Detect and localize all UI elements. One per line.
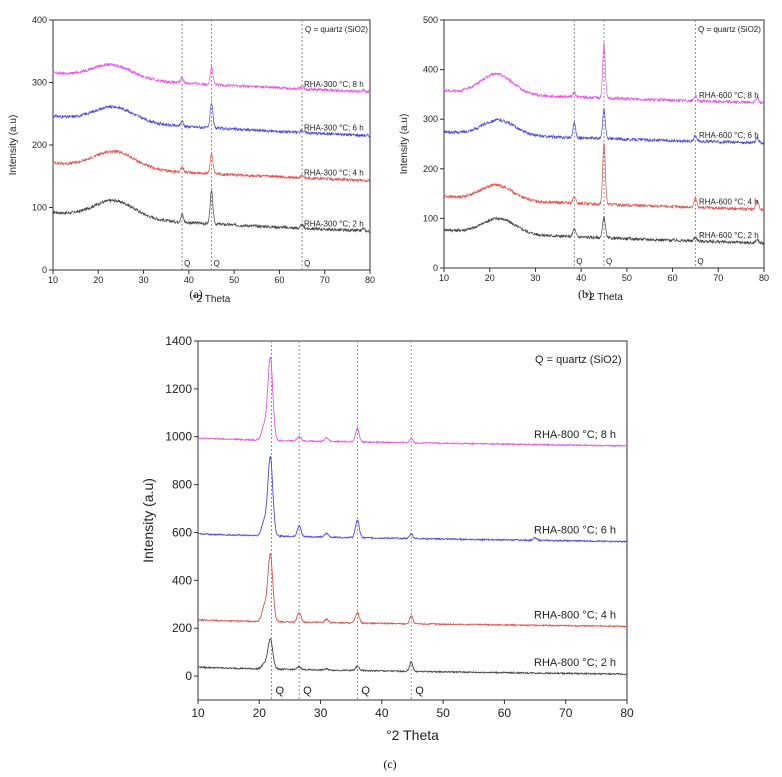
x-tick-label: 70 (320, 275, 330, 285)
x-tick-label: 30 (139, 275, 149, 285)
quartz-marker: Q (606, 257, 612, 266)
y-tick-label: 1400 (165, 334, 192, 348)
x-tick-label: 30 (314, 706, 328, 720)
series-line-4 (443, 42, 765, 105)
y-axis-title: Intensity (a.u) (140, 478, 156, 563)
series-label-3: RHA-800 °C; 6 h (534, 525, 616, 537)
y-tick-label: 200 (172, 621, 192, 635)
y-tick-label: 400 (32, 15, 47, 25)
series-line-3 (52, 103, 371, 138)
chart-a: 10 20 30 40 50 60 70 80 0 100 200 300 400 °2 Theta Int… (8, 15, 375, 305)
series-label-3: RHA-600 °C; 6 h (699, 131, 759, 140)
quartz-legend-note: Q = quartz (SiO2) (535, 354, 622, 366)
series-line-4 (52, 62, 371, 94)
series-line-2 (197, 552, 628, 628)
x-tick-label: 70 (713, 273, 723, 283)
series-label-2: RHA-300 °C; 4 h (304, 169, 364, 178)
y-tick-label: 400 (423, 65, 438, 75)
y-tick-label: 200 (32, 140, 47, 150)
x-tick-label: 50 (229, 275, 239, 285)
y-tick-label: 400 (172, 573, 192, 587)
x-axis-title: °2 Theta (193, 294, 231, 305)
series-line-1 (443, 215, 765, 246)
x-tick-label: 60 (274, 275, 284, 285)
x-tick-label: 10 (48, 275, 58, 285)
x-tick-label: 50 (622, 273, 632, 283)
x-tick-label: 10 (191, 706, 205, 720)
x-tick-label: 20 (485, 273, 495, 283)
y-tick-label: 300 (423, 114, 438, 124)
chart-b: 10 20 30 40 50 60 70 80 0 100 200 300 400 500 °2 Theta… (399, 15, 769, 303)
panel-label: (b) (578, 287, 592, 301)
series-label-1: RHA-600 °C; 2 h (699, 231, 759, 240)
series-line-3 (197, 455, 628, 544)
series-line-3 (443, 107, 765, 145)
y-axis-title: Intensity (a.u) (399, 114, 410, 175)
x-tick-label: 60 (668, 273, 678, 283)
quartz-marker: Q (304, 259, 310, 268)
panel-label: (c) (383, 757, 396, 771)
y-tick-label: 500 (423, 15, 438, 25)
y-tick-label: 300 (32, 78, 47, 88)
series-line-1 (52, 189, 371, 234)
series-label-4: RHA-600 °C; 8 h (699, 91, 759, 100)
x-tick-label: 40 (375, 706, 389, 720)
y-tick-label: 100 (423, 213, 438, 223)
quartz-marker: Q (184, 259, 190, 268)
quartz-marker: Q (276, 685, 285, 697)
quartz-marker: Q (361, 685, 370, 697)
x-tick-label: 10 (439, 273, 449, 283)
quartz-marker: Q (697, 257, 703, 266)
y-tick-label: 200 (423, 164, 438, 174)
x-tick-label: 40 (184, 275, 194, 285)
series-line-2 (443, 142, 765, 212)
x-axis-title: °2 Theta (585, 292, 623, 303)
x-tick-label: 30 (530, 273, 540, 283)
series-label-1: RHA-300 °C; 2 h (304, 219, 364, 228)
plot-frame (197, 340, 628, 701)
quartz-marker: Q (415, 685, 424, 697)
x-tick-label: 80 (620, 706, 634, 720)
quartz-marker: Q (576, 257, 582, 266)
x-tick-label: 70 (559, 706, 573, 720)
series-label-2: RHA-800 °C; 4 h (534, 609, 616, 621)
series-line-2 (52, 149, 371, 183)
series-label-4: RHA-800 °C; 8 h (534, 429, 616, 441)
x-tick-label: 60 (498, 706, 512, 720)
x-tick-label: 80 (365, 275, 375, 285)
x-tick-label: 20 (253, 706, 267, 720)
x-tick-label: 20 (93, 275, 103, 285)
y-tick-label: 600 (172, 525, 192, 539)
y-axis-title: Intensity (a.u) (8, 115, 19, 176)
y-tick-label: 0 (42, 265, 47, 275)
panel-label: (a) (189, 287, 202, 301)
y-tick-label: 0 (185, 669, 192, 683)
x-tick-label: 40 (576, 273, 586, 283)
quartz-legend-note: Q = quartz (SiO2) (698, 25, 761, 34)
series-line-1 (197, 638, 628, 676)
y-tick-label: 100 (32, 203, 47, 213)
x-tick-label: 80 (759, 273, 769, 283)
x-axis-title: °2 Theta (386, 727, 439, 743)
quartz-marker: Q (214, 259, 220, 268)
y-tick-label: 1000 (165, 430, 192, 444)
x-tick-label: 50 (436, 706, 450, 720)
chart-c: 10 20 30 40 50 60 70 80020040060080010001200140… (140, 334, 634, 771)
quartz-legend-note: Q = quartz (SiO2) (305, 25, 368, 34)
series-label-2: RHA-600 °C; 4 h (699, 197, 759, 206)
y-tick-label: 1200 (165, 382, 192, 396)
y-tick-label: 800 (172, 478, 192, 492)
series-line-4 (197, 356, 628, 448)
quartz-marker: Q (303, 685, 312, 697)
series-label-1: RHA-800 °C; 2 h (534, 657, 616, 669)
y-tick-label: 0 (433, 263, 438, 273)
series-label-4: RHA-300 °C; 8 h (304, 80, 364, 89)
series-label-3: RHA-300 °C; 6 h (304, 124, 364, 133)
